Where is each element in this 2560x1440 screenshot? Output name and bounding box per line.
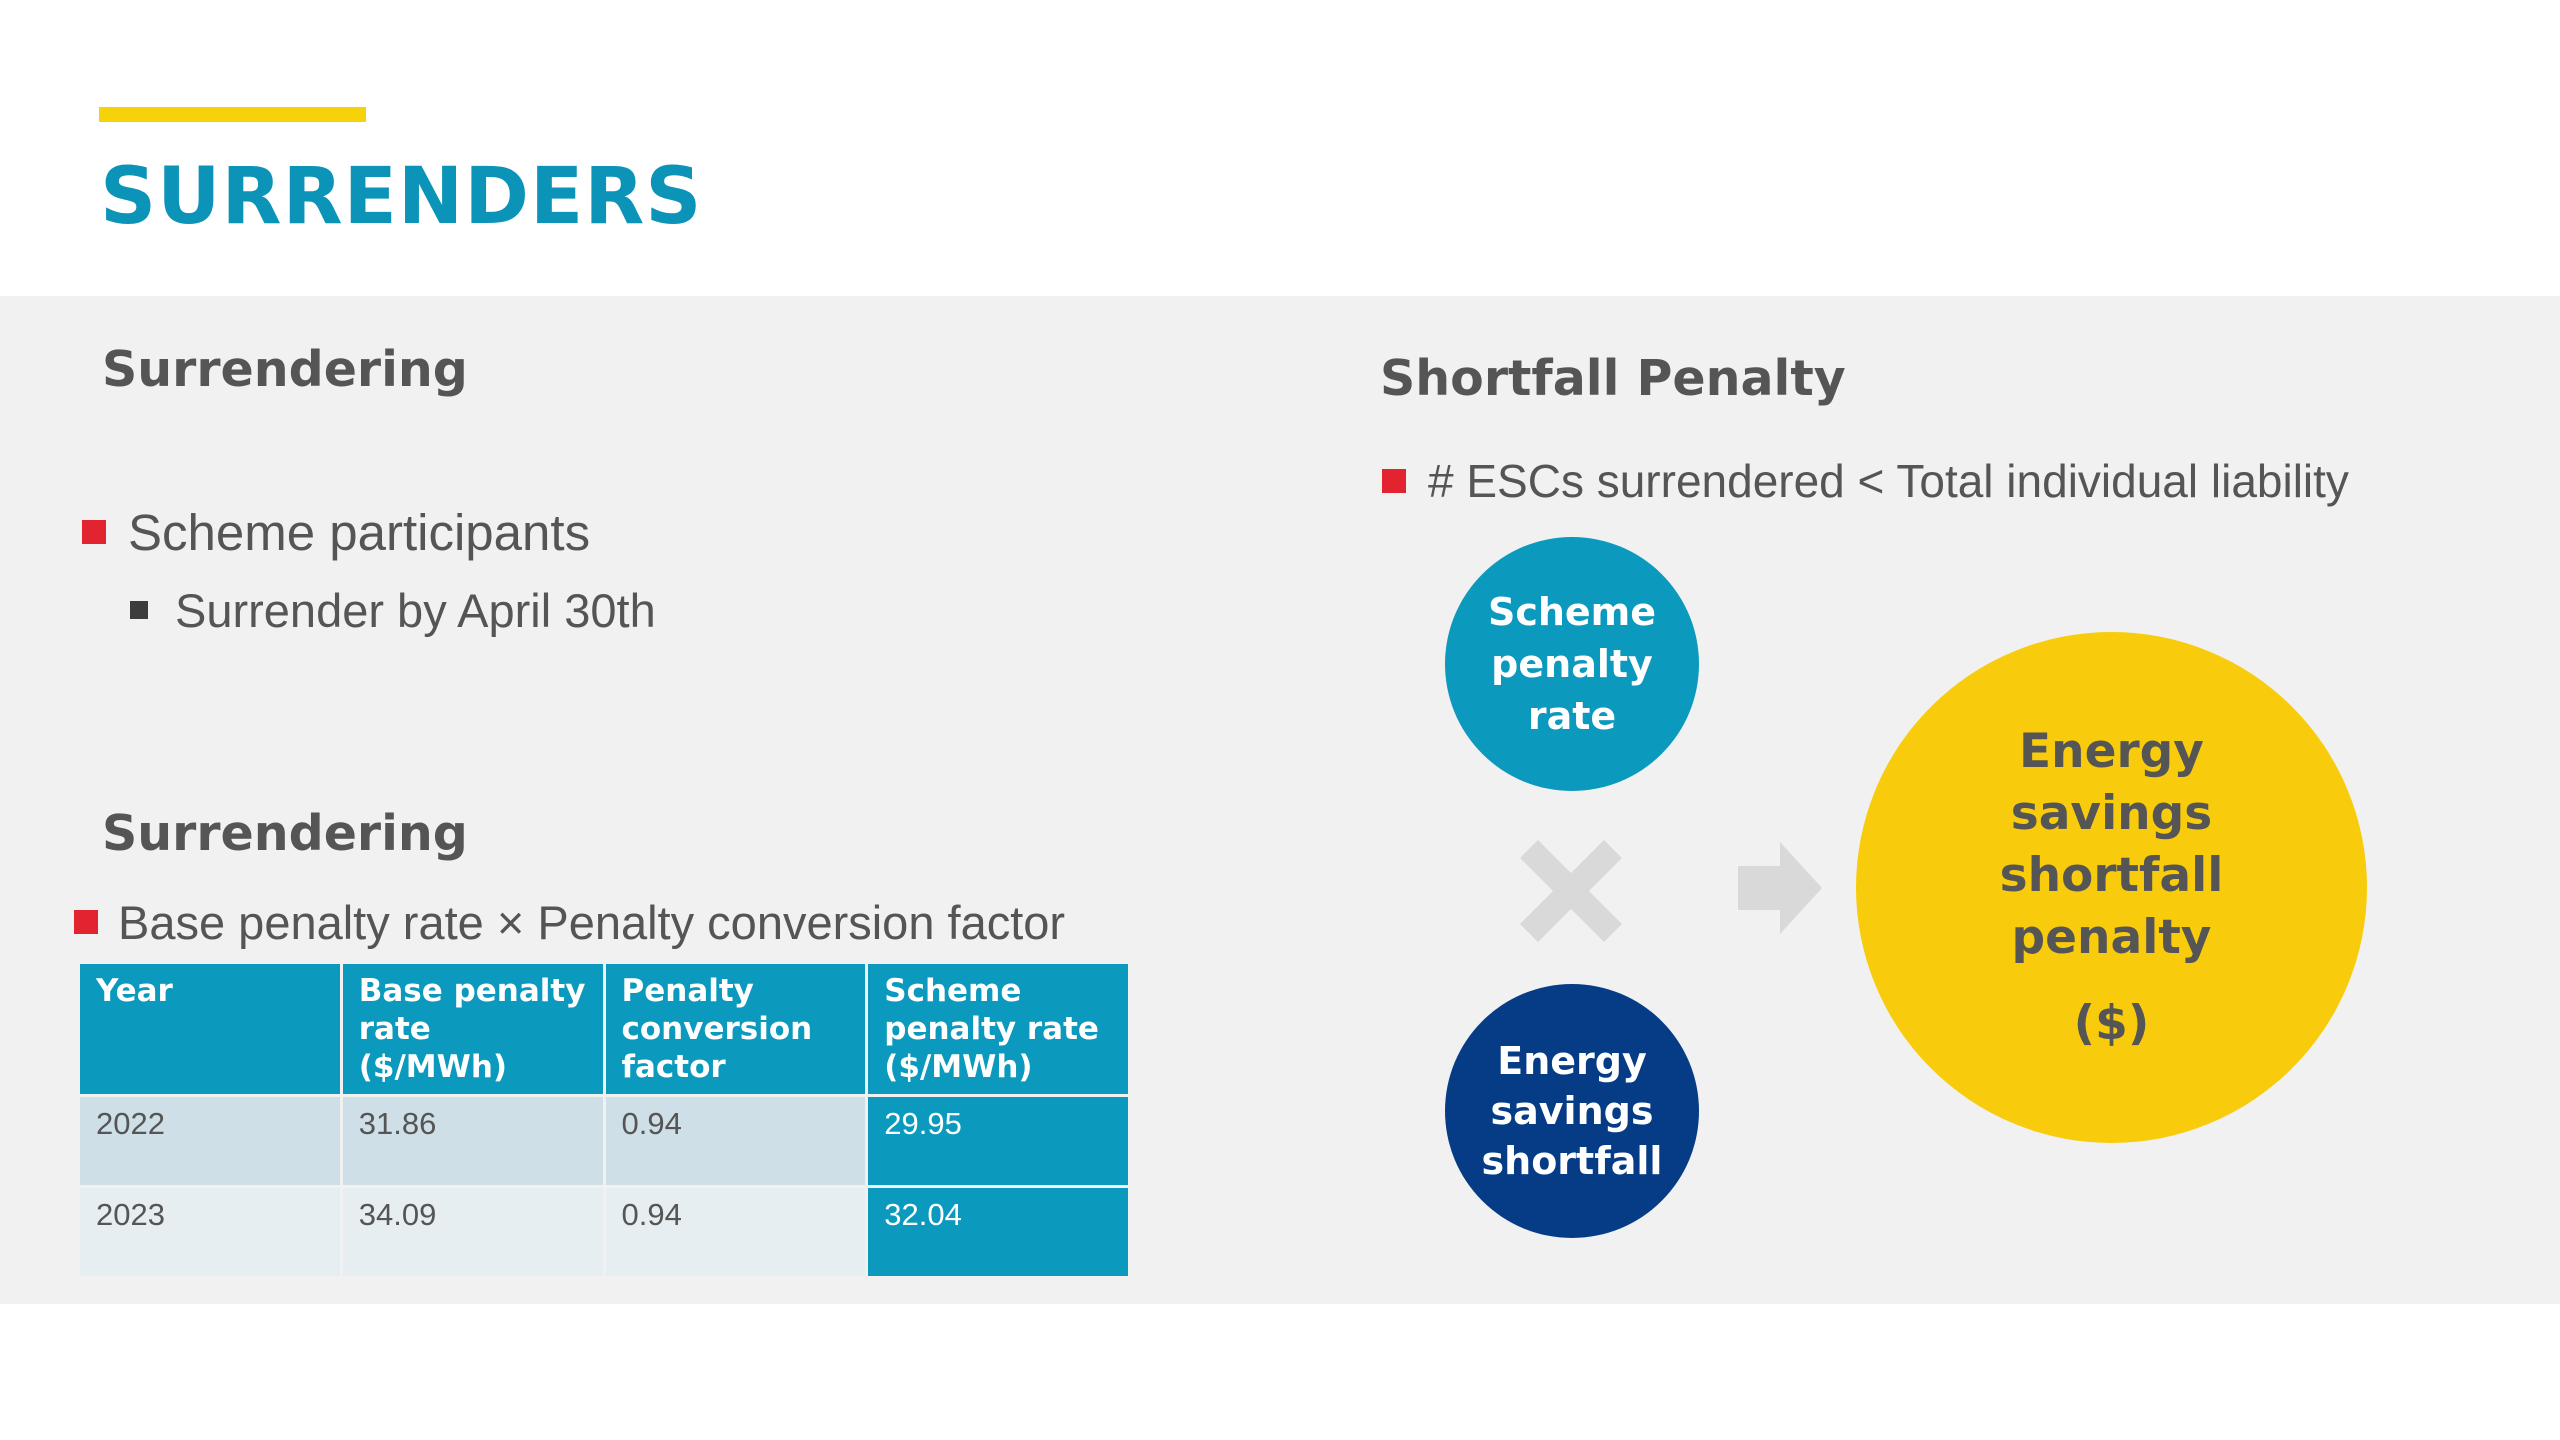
table-row: 2023 34.09 0.94 32.04 — [80, 1188, 1128, 1276]
column-header: Year — [80, 964, 340, 1094]
sub-bullet-text: Surrender by April 30th — [175, 583, 656, 637]
circle-label-line: penalty — [1491, 642, 1653, 686]
bullet-scheme-participants: Scheme participants — [82, 502, 590, 562]
table-cell-highlight: 32.04 — [868, 1188, 1128, 1276]
bullet-text: Base penalty rate × Penalty conversion f… — [118, 895, 1066, 949]
shortfall-penalty-heading: Shortfall Penalty — [1380, 350, 1846, 407]
table-cell: 34.09 — [342, 1188, 603, 1276]
shortfall-penalty-result-circle: Energy savings shortfall penalty ($) — [1856, 632, 2367, 1143]
circle-label-line: Scheme — [1487, 590, 1657, 634]
column-header: Base penalty rate ($/MWh) — [342, 964, 603, 1094]
square-sub-bullet-icon — [130, 601, 148, 619]
energy-savings-shortfall-circle: Energy savings shortfall — [1445, 984, 1699, 1238]
bullet-text: # ESCs surrendered < Total individual li… — [1428, 455, 2349, 507]
column-header: Penalty conversion factor — [605, 964, 866, 1094]
table-cell: 2023 — [80, 1188, 340, 1276]
circle-label-line: Energy — [2019, 723, 2204, 779]
column-header: Scheme penalty rate ($/MWh) — [868, 964, 1128, 1094]
circle-label-line: shortfall — [1481, 1139, 1663, 1183]
scheme-penalty-rate-circle: Scheme penalty rate — [1445, 537, 1699, 791]
circle-label-line: penalty — [2011, 909, 2212, 965]
table-row: 2022 31.86 0.94 29.95 — [80, 1097, 1128, 1185]
circle-label-line: savings — [2010, 785, 2213, 841]
slide-title: SURRENDERS — [100, 152, 703, 242]
surrendering-heading-2: Surrendering — [102, 805, 468, 862]
table-cell-highlight: 29.95 — [868, 1097, 1128, 1185]
table-cell: 0.94 — [605, 1188, 866, 1276]
table-cell: 0.94 — [605, 1097, 866, 1185]
table-cell: 2022 — [80, 1097, 340, 1185]
circle-label-line: Energy — [1497, 1039, 1647, 1083]
circle-label-line: rate — [1527, 694, 1617, 738]
red-square-bullet-icon — [74, 910, 98, 934]
multiply-icon — [1520, 840, 1622, 942]
penalty-rate-table: Year Base penalty rate ($/MWh) Penalty c… — [77, 961, 1131, 1279]
circle-label-line: shortfall — [1999, 847, 2224, 903]
penalty-unit-label: ($) — [2073, 995, 2150, 1051]
red-square-bullet-icon — [1382, 469, 1406, 493]
bullet-formula: Base penalty rate × Penalty conversion f… — [74, 894, 1065, 950]
bullet-text: Scheme participants — [128, 503, 591, 561]
arrow-right-icon — [1738, 842, 1822, 934]
table-cell: 31.86 — [342, 1097, 603, 1185]
table-header-row: Year Base penalty rate ($/MWh) Penalty c… — [80, 964, 1128, 1094]
surrendering-heading-1: Surrendering — [102, 341, 468, 398]
bullet-shortfall-condition: # ESCs surrendered < Total individual li… — [1382, 453, 2349, 509]
red-square-bullet-icon — [82, 520, 106, 544]
title-accent-bar — [99, 107, 366, 122]
circle-label-line: savings — [1490, 1089, 1654, 1133]
sub-bullet-surrender-date: Surrender by April 30th — [130, 582, 656, 638]
